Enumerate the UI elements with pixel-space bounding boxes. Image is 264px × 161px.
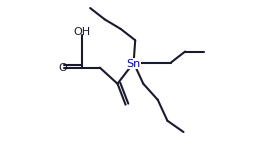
Text: OH: OH bbox=[74, 27, 91, 37]
Text: Sn: Sn bbox=[126, 59, 141, 69]
Text: O: O bbox=[58, 63, 67, 73]
